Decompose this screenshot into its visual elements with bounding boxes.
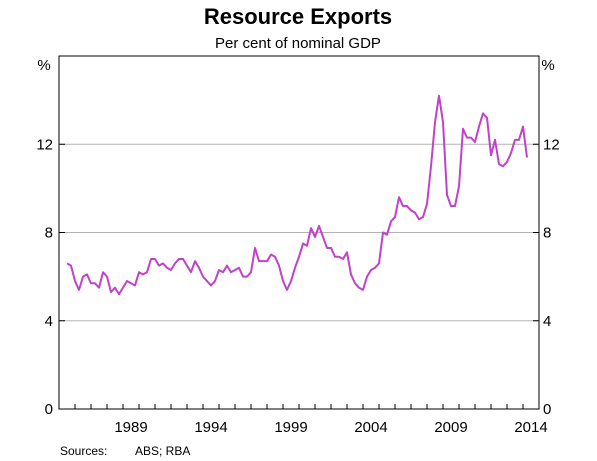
chart-title: Resource Exports	[204, 4, 392, 29]
y-tick-label-right: 12	[543, 136, 560, 153]
y-tick-label-right: 8	[543, 225, 551, 242]
x-tick-label: 2004	[354, 419, 387, 436]
x-tick-label: 1999	[274, 419, 307, 436]
y-tick-label-left: 12	[36, 136, 53, 153]
sources-text: ABS; RBA	[135, 444, 190, 458]
y-tick-label-left: 4	[45, 313, 53, 330]
y-unit-right: %	[541, 57, 554, 74]
x-axis: 1989 1994 1999 2004 2009 2014	[58, 404, 548, 436]
x-tick-label: 2009	[434, 419, 467, 436]
gridlines	[59, 143, 539, 322]
x-tick-label: 1994	[194, 419, 227, 436]
y-axis-left: 0 4 8 12	[36, 136, 65, 418]
series-line-resource-exports	[66, 94, 528, 296]
x-tick-label: 1989	[114, 419, 147, 436]
y-tick-label-right: 0	[543, 401, 551, 418]
series-layer	[66, 94, 528, 296]
chart-subtitle: Per cent of nominal GDP	[215, 35, 381, 52]
y-unit-left: %	[37, 57, 50, 74]
sources-label: Sources:	[60, 444, 107, 458]
y-axis-right: 0 4 8 12	[533, 136, 560, 418]
y-tick-label-left: 8	[45, 225, 53, 242]
x-tick-label: 2014	[514, 419, 547, 436]
y-tick-label-left: 0	[45, 401, 53, 418]
y-tick-label-right: 4	[543, 313, 551, 330]
